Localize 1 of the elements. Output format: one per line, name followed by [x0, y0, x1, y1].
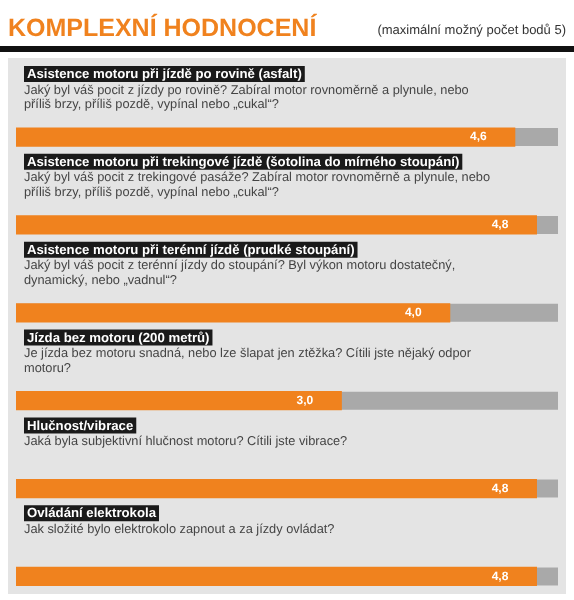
chart-title: KOMPLEXNÍ HODNOCENÍ [8, 14, 317, 42]
